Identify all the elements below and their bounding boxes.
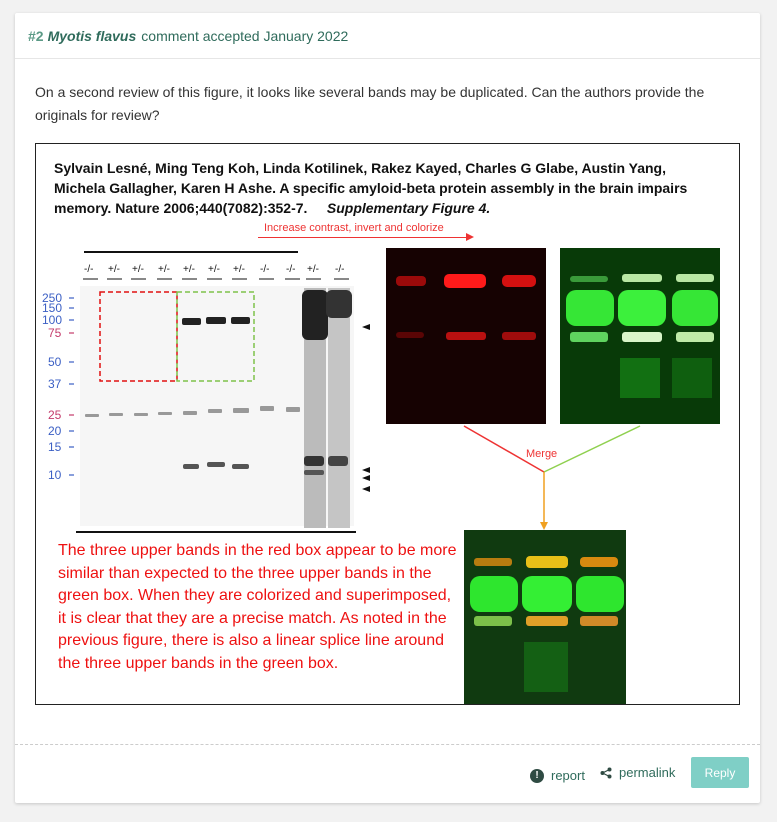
arrowhead-markers <box>362 324 370 492</box>
lane-label: +/- <box>307 264 319 275</box>
marker-label: 150 <box>42 301 62 315</box>
comment-text: On a second review of this figure, it lo… <box>35 84 705 123</box>
marker-label: 15 <box>48 440 62 454</box>
supplementary-label: Supplementary Figure 4. <box>326 200 491 216</box>
marker-label: 25 <box>48 408 62 422</box>
lane-label: +/- <box>108 264 120 275</box>
lane-label: +/- <box>208 264 220 275</box>
permalink-label: permalink <box>619 765 676 780</box>
upper-bands <box>182 317 250 325</box>
lane-label: +/- <box>158 264 170 275</box>
merge-connector <box>463 425 641 530</box>
figure-annotation: The three upper bands in the red box app… <box>58 542 457 672</box>
report-label: report <box>551 768 585 783</box>
green-box <box>176 291 255 382</box>
lane-label: -/- <box>335 264 344 275</box>
marker-label: 20 <box>48 424 62 438</box>
lane-label: +/- <box>233 264 245 275</box>
lane-label: +/- <box>183 264 195 275</box>
green-colorized-panel <box>560 248 720 424</box>
comment-card: #2 Myotis flavus comment accepted Januar… <box>15 13 760 803</box>
footer-divider <box>15 744 760 745</box>
reply-button[interactable]: Reply <box>691 757 749 788</box>
commenter-name: Myotis flavus <box>47 27 137 44</box>
western-blot-image: -/- +/- +/- +/- +/- +/- +/- -/- -/- +/- … <box>42 251 370 533</box>
smear-lanes <box>302 288 352 528</box>
figure-citation: Sylvain Lesné, Ming Teng Koh, Linda Koti… <box>54 158 714 218</box>
lower-bands <box>183 462 249 469</box>
comment-meta: comment accepted January 2022 <box>141 27 349 44</box>
lane-label: +/- <box>132 264 144 275</box>
arrow-line <box>258 237 468 238</box>
red-colorized-panel <box>386 248 546 424</box>
comment-figure: Sylvain Lesné, Ming Teng Koh, Linda Koti… <box>35 143 740 705</box>
red-box <box>99 291 178 382</box>
marker-label: 50 <box>48 355 62 369</box>
marker-ticks <box>69 297 74 476</box>
marker-label: 37 <box>48 377 62 391</box>
arrow-right-icon <box>466 233 474 241</box>
permalink-link[interactable]: permalink <box>600 765 675 780</box>
lane-labels: -/- +/- +/- +/- +/- +/- +/- -/- -/- +/- … <box>84 264 344 275</box>
marker-label: 250 <box>42 291 62 305</box>
marker-label: 100 <box>42 313 62 327</box>
arrow-label: Increase contrast, invert and colorize <box>264 222 444 234</box>
marker-labels: 250 150 100 75 50 37 25 20 15 10 <box>42 291 62 482</box>
merged-panel <box>464 530 626 704</box>
comment-number[interactable]: #2 <box>28 27 44 44</box>
comment-footer: ! report permalink Reply <box>15 745 760 803</box>
lane-label: -/- <box>286 264 295 275</box>
share-icon <box>600 767 612 778</box>
marker-label: 10 <box>48 468 62 482</box>
report-link[interactable]: ! report <box>530 768 585 783</box>
citation-text: Sylvain Lesné, Ming Teng Koh, Linda Koti… <box>54 160 688 216</box>
lane-label: -/- <box>260 264 269 275</box>
faint-bands <box>85 406 300 417</box>
merge-label: Merge <box>526 448 558 460</box>
lane-label: -/- <box>84 264 93 275</box>
comment-header: #2 Myotis flavus comment accepted Januar… <box>15 13 760 59</box>
marker-label: 75 <box>48 326 62 340</box>
exclamation-icon: ! <box>530 768 544 783</box>
